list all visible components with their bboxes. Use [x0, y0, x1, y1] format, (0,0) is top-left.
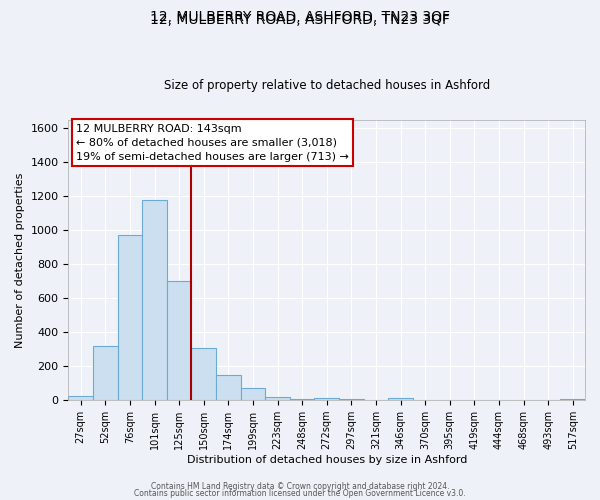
Bar [560, 398, 585, 400]
Bar [216, 374, 241, 400]
Text: 12, MULBERRY ROAD, ASHFORD, TN23 3QF: 12, MULBERRY ROAD, ASHFORD, TN23 3QF [150, 10, 450, 24]
Bar [265, 397, 290, 400]
Title: Size of property relative to detached houses in Ashford: Size of property relative to detached ho… [164, 79, 490, 92]
Bar [191, 348, 216, 400]
Text: Contains public sector information licensed under the Open Government Licence v3: Contains public sector information licen… [134, 488, 466, 498]
Text: Contains HM Land Registry data © Crown copyright and database right 2024.: Contains HM Land Registry data © Crown c… [151, 482, 449, 491]
Bar [118, 235, 142, 400]
Text: 12 MULBERRY ROAD: 143sqm
← 80% of detached houses are smaller (3,018)
19% of sem: 12 MULBERRY ROAD: 143sqm ← 80% of detach… [76, 124, 349, 162]
Bar [241, 388, 265, 400]
Y-axis label: Number of detached properties: Number of detached properties [15, 172, 25, 348]
Bar [93, 346, 118, 400]
X-axis label: Distribution of detached houses by size in Ashford: Distribution of detached houses by size … [187, 455, 467, 465]
Text: 12, MULBERRY ROAD, ASHFORD, TN23 3QF: 12, MULBERRY ROAD, ASHFORD, TN23 3QF [150, 12, 450, 26]
Bar [68, 396, 93, 400]
Bar [388, 398, 413, 400]
Bar [314, 398, 339, 400]
Bar [167, 281, 191, 400]
Bar [142, 200, 167, 400]
